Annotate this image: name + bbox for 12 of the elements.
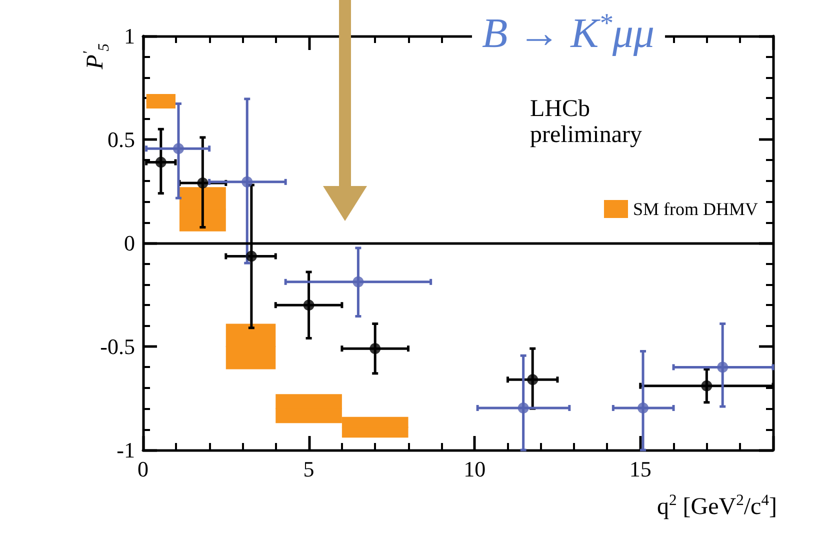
x-tick-label: 15 — [629, 456, 652, 482]
annotation: LHCb preliminary — [530, 96, 643, 148]
legend-label: SM from DHMV — [632, 199, 758, 219]
y-tick-label: -0.5 — [100, 334, 135, 359]
y-tick-label: 0.5 — [108, 127, 135, 152]
y-tick-label: 0 — [124, 230, 135, 256]
y-tick-label: 1 — [124, 24, 135, 48]
y-tick-label: -1 — [116, 438, 135, 462]
x-tick-label: 10 — [464, 456, 486, 482]
x-tick-label: 5 — [303, 456, 314, 482]
chart-title: B → K$^{*}$μμ — [472, 8, 664, 58]
x-axis-title: q$^{2}$ [GeV$^{2}$/c$^{4}$] — [656, 492, 777, 521]
